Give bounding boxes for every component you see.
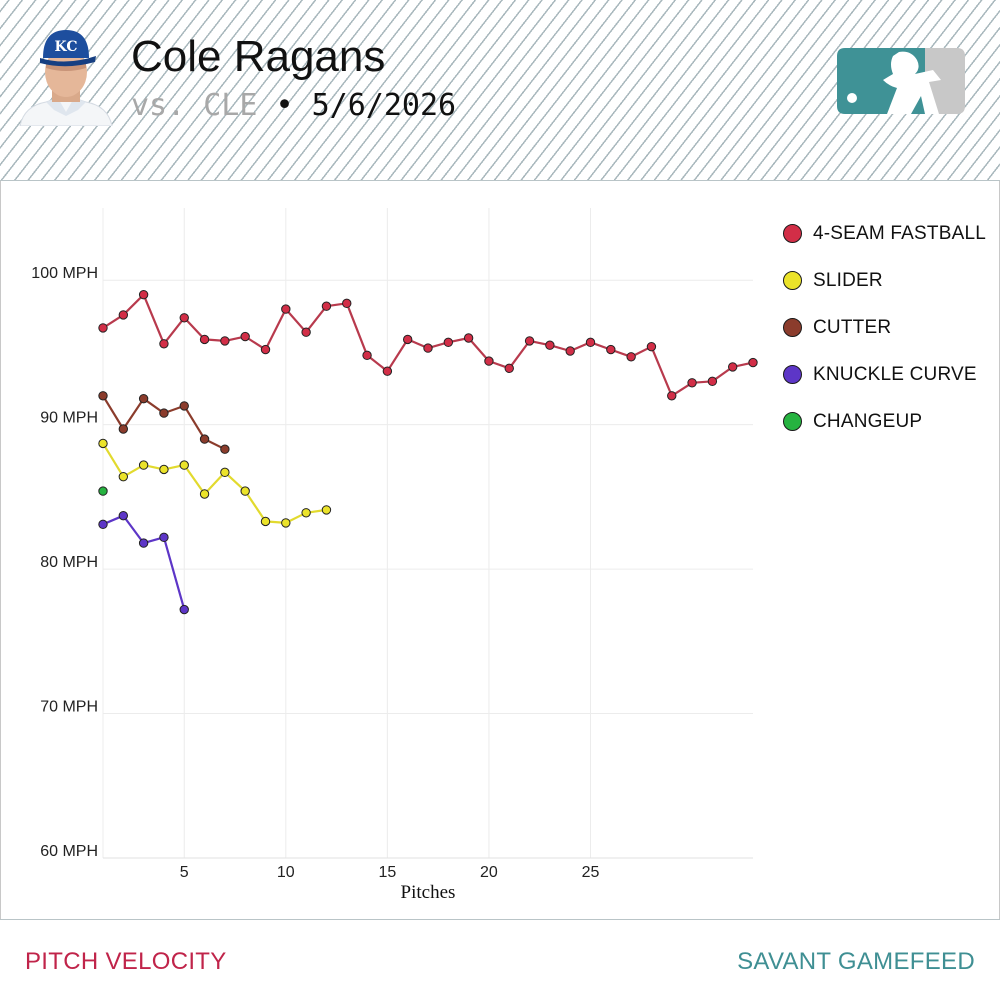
- player-headshot-icon: KC: [19, 30, 113, 126]
- 4-seam-fastball-point: [402, 334, 413, 345]
- x-tick-label: 10: [277, 864, 295, 881]
- game-info: vs. CLE • 5/6/2026: [131, 86, 456, 126]
- legend-swatch: [783, 271, 802, 290]
- changeup-point: [98, 486, 108, 496]
- slider-point: [179, 460, 189, 470]
- player-name: Cole Ragans: [131, 32, 386, 81]
- y-tick-label: 70 MPH: [40, 699, 98, 716]
- 4-seam-fastball-point: [748, 357, 758, 368]
- separator-dot: •: [275, 88, 294, 123]
- cutter-point: [138, 393, 149, 404]
- 4-seam-fastball-point: [301, 327, 311, 337]
- velocity-chart: 60 MPH 70 MPH 80 MPH 90 MPH 100 MPH 5 10 15 20 25…: [0, 181, 1000, 918]
- 4-seam-fastball-point: [524, 336, 535, 346]
- 4-seam-fastball-point: [606, 344, 616, 355]
- 4-seam-fastball-point: [626, 352, 636, 362]
- pitch-velocity-label: PITCH VELOCITY: [25, 948, 227, 975]
- legend-label: KNUCKLE CURVE: [813, 364, 977, 385]
- slider-point: [138, 460, 149, 470]
- legend-swatch: [783, 365, 802, 384]
- slider-point: [199, 489, 210, 499]
- 4-seam-fastball-point: [646, 341, 657, 352]
- svg-text:KC: KC: [55, 39, 78, 55]
- x-tick-label: 5: [180, 864, 189, 881]
- legend-label: CHANGEUP: [813, 411, 923, 432]
- cutter-point: [118, 424, 129, 434]
- 4-seam-fastball-point: [423, 343, 433, 353]
- cutter-point: [199, 434, 210, 444]
- 4-seam-fastball-point: [463, 333, 474, 343]
- slider-point: [321, 505, 332, 515]
- y-tick-label: 60 MPH: [40, 843, 98, 860]
- 4-seam-fastball-point: [504, 363, 514, 374]
- 4-seam-fastball-point: [707, 376, 718, 387]
- 4-seam-fastball-point: [281, 304, 291, 314]
- 4-seam-fastball-point: [687, 378, 697, 388]
- 4-seam-fastball-point: [727, 362, 738, 372]
- cutter-point: [220, 444, 230, 454]
- y-tick-label: 100 MPH: [31, 265, 98, 282]
- x-tick-label: 15: [378, 864, 396, 881]
- knuckle-curve-point: [138, 538, 149, 548]
- slider-point: [301, 508, 311, 518]
- chart-svg: 60 MPH 70 MPH 80 MPH 90 MPH 100 MPH 5 10 15 20 25…: [31, 208, 758, 903]
- cutter-point: [179, 401, 189, 411]
- savant-gamefeed-label: SAVANT GAMEFEED: [737, 948, 975, 975]
- legend-swatch: [783, 412, 802, 431]
- 4-seam-fastball-point: [220, 336, 230, 346]
- y-tick-label: 80 MPH: [40, 554, 98, 571]
- knuckle-curve-point: [98, 519, 108, 530]
- cutter-point: [98, 391, 108, 401]
- 4-seam-fastball-point: [382, 366, 393, 376]
- 4-seam-fastball-point: [199, 334, 210, 345]
- slider-point: [220, 467, 230, 478]
- legend-swatch: [783, 224, 802, 243]
- cutter-point: [159, 408, 169, 418]
- header: KC Cole Ragans vs. CLE • 5/6/2026: [0, 0, 1000, 181]
- 4-seam-fastball-point: [667, 391, 677, 401]
- slider-point: [260, 516, 271, 527]
- opponent-label: vs. CLE: [131, 88, 258, 123]
- 4-seam-fastball-point: [484, 356, 494, 366]
- y-tick-label: 90 MPH: [40, 410, 98, 427]
- legend-label: SLIDER: [813, 270, 883, 291]
- 4-seam-fastball-point: [138, 289, 149, 300]
- 4-seam-fastball-point: [565, 346, 575, 356]
- mlb-logo-icon: [837, 48, 965, 114]
- slider-point: [240, 486, 250, 496]
- slider-line: [102, 442, 327, 524]
- slider-point: [159, 464, 169, 475]
- 4-seam-fastball-point: [545, 340, 555, 350]
- 4-seam-fastball-point: [118, 310, 129, 320]
- x-tick-label: 25: [582, 864, 600, 881]
- knuckle-curve-point: [118, 510, 129, 521]
- 4-seam-fastball-point: [342, 298, 352, 309]
- legend-swatch: [783, 318, 802, 337]
- x-tick-label: 20: [480, 864, 498, 881]
- 4-seam-fastball-point: [159, 339, 169, 349]
- 4-seam-fastball-point: [585, 337, 596, 348]
- 4-seam-fastball-point: [260, 344, 271, 355]
- knuckle-curve-point: [179, 604, 189, 615]
- 4-seam-fastball-point: [362, 350, 372, 361]
- footer: PITCH VELOCITY SAVANT GAMEFEED: [0, 919, 1000, 1000]
- legend-label: CUTTER: [813, 317, 892, 338]
- 4-seam-fastball-point: [443, 337, 454, 348]
- 4-seam-fastball-point: [179, 313, 189, 323]
- x-axis-label: Pitches: [401, 882, 456, 903]
- game-date: 5/6/2026: [311, 88, 457, 123]
- slider-point: [281, 518, 291, 528]
- 4-seam-fastball-point: [98, 323, 108, 333]
- slider-point: [118, 471, 129, 482]
- slider-point: [98, 438, 108, 449]
- 4-seam-fastball-point: [321, 301, 332, 311]
- knuckle-curve-line: [102, 514, 186, 610]
- 4-seam-fastball-point: [240, 331, 250, 342]
- knuckle-curve-point: [159, 532, 169, 543]
- legend-label: 4-SEAM FASTBALL: [813, 223, 987, 244]
